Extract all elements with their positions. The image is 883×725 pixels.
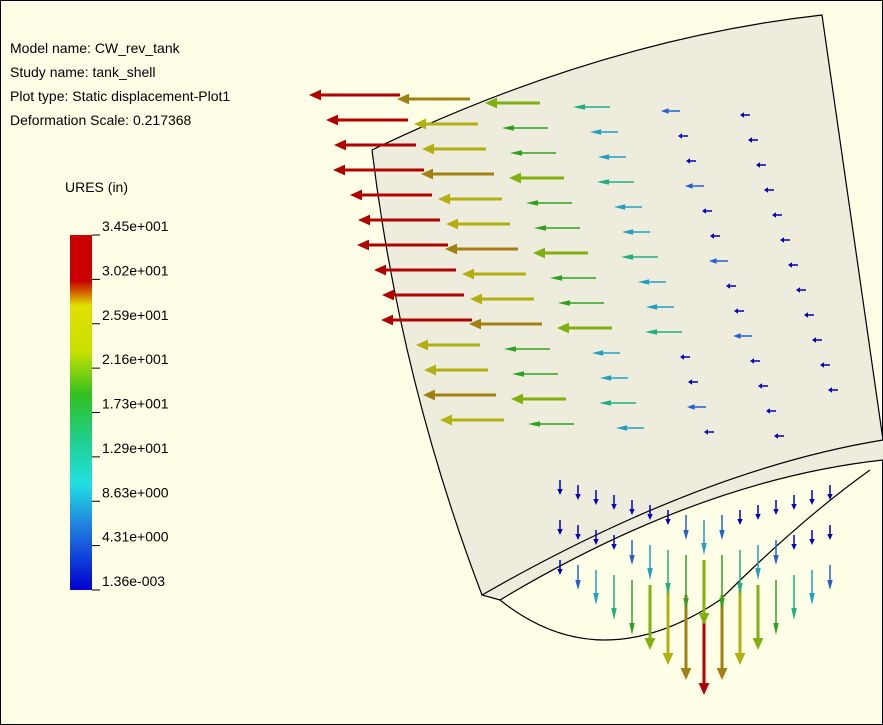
legend-label: 3.02e+001 — [102, 262, 169, 278]
legend-title: URES (in) — [65, 179, 128, 195]
viewport: Model name: CW_rev_tank Study name: tank_… — [0, 0, 883, 725]
legend-label: 1.36e-003 — [102, 573, 165, 589]
legend-label: 4.31e+000 — [102, 529, 169, 545]
info-line: Plot type: Static displacement-Plot1 — [10, 88, 230, 104]
legend-label: 2.16e+001 — [102, 351, 169, 367]
legend-label: 1.29e+001 — [102, 440, 169, 456]
legend-labels: 3.45e+001 3.02e+001 2.59e+001 2.16e+001 1.73… — [92, 218, 169, 590]
info-line: Model name: CW_rev_tank — [10, 40, 181, 56]
page: Model name: CW_rev_tank Study name: tank_… — [0, 0, 883, 725]
info-line: Study name: tank_shell — [10, 64, 156, 80]
legend-color-bar — [70, 235, 92, 590]
legend-label: 3.45e+001 — [102, 218, 169, 234]
info-line: Deformation Scale: 0.217368 — [10, 112, 192, 128]
legend-label: 8.63e+000 — [102, 484, 169, 500]
legend-label: 2.59e+001 — [102, 307, 169, 323]
legend-label: 1.73e+001 — [102, 396, 169, 412]
